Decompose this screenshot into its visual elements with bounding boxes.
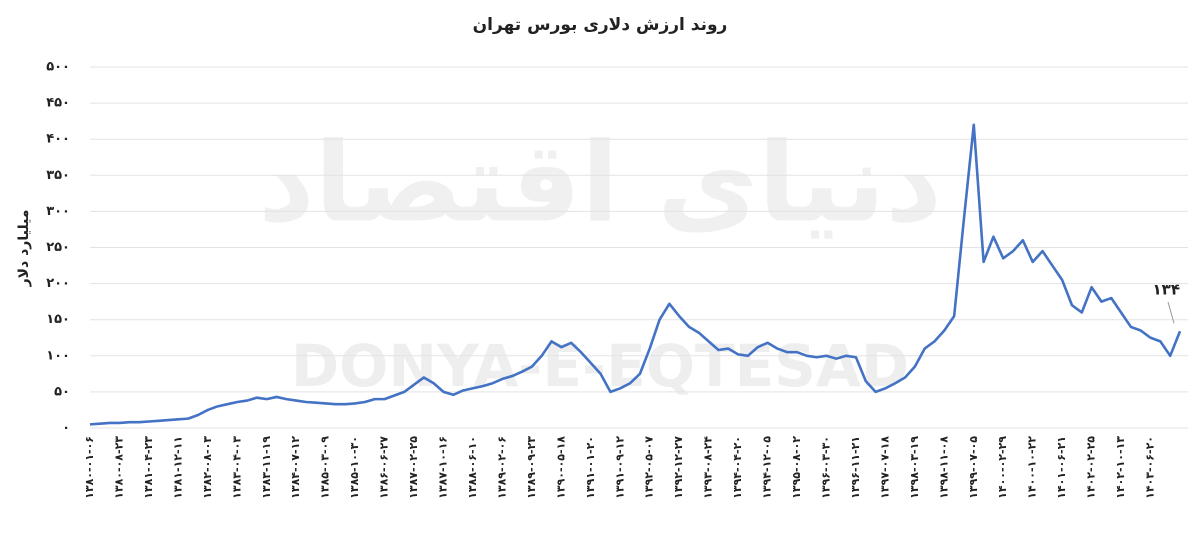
x-tick-label: ۱۳۸۶-۰۶-۲۷ bbox=[378, 436, 391, 499]
x-tick-label: ۱۳۸۰-۰۸-۲۳ bbox=[112, 436, 125, 499]
annotation: ۱۳۴ bbox=[1153, 281, 1180, 299]
x-tick-label: ۱۴۰۲-۱۰-۱۳ bbox=[1114, 436, 1127, 499]
y-tick-label: ۱۵۰ bbox=[46, 312, 70, 327]
x-tick-label: ۱۳۹۴-۱۲-۰۵ bbox=[761, 436, 774, 499]
x-tick-label: ۱۴۰۰-۰۲-۲۹ bbox=[996, 436, 1009, 499]
y-tick-label: ۴۰۰ bbox=[46, 132, 70, 147]
y-tick-label: ۱۰۰ bbox=[46, 348, 70, 363]
y-tick-label: ۳۰۰ bbox=[46, 204, 70, 219]
x-tick-label: ۱۴۰۲-۰۲-۲۵ bbox=[1085, 436, 1098, 499]
x-tick-label: ۱۳۹۵-۰۸-۰۲ bbox=[790, 436, 803, 499]
y-tick-label: ۵۰۰ bbox=[46, 60, 70, 75]
x-tick-label: ۱۴۰۱-۰۶-۲۱ bbox=[1055, 436, 1068, 499]
x-tick-label: ۱۳۸۱-۰۴-۲۳ bbox=[142, 436, 155, 499]
x-tick-label: ۱۳۸۸-۰۶-۱۰ bbox=[466, 436, 479, 499]
x-tick-label: ۱۴۰۳-۰۶-۲۰ bbox=[1144, 436, 1157, 499]
x-tick-label: ۱۳۹۹-۰۷-۰۵ bbox=[967, 436, 980, 499]
x-tick-label: ۱۳۹۸-۱۱-۰۸ bbox=[937, 436, 950, 499]
x-tick-label: ۱۳۹۰-۰۵-۱۸ bbox=[554, 436, 567, 499]
x-tick-label: ۱۳۸۰-۰۱-۰۶ bbox=[83, 436, 96, 499]
y-axis-label: میلیارد دلار bbox=[16, 210, 32, 288]
chart-title: روند ارزش دلاری بورس تهران bbox=[473, 15, 728, 35]
x-tick-label: ۱۳۹۲-۱۲-۲۷ bbox=[672, 436, 685, 499]
y-tick-label: ۲۵۰ bbox=[46, 240, 70, 255]
x-tick-label: ۱۳۸۲-۰۸-۰۳ bbox=[201, 436, 214, 499]
y-tick-label: ۵۰ bbox=[54, 384, 70, 399]
x-tick-label: ۱۳۸۵-۱۰-۳۰ bbox=[348, 436, 361, 499]
x-tick-label: ۱۳۹۴-۰۴-۲۰ bbox=[731, 436, 744, 499]
x-tick-label: ۱۳۹۶-۰۳-۳۰ bbox=[819, 436, 832, 499]
x-tick-label: ۱۳۸۷-۱۰-۱۶ bbox=[437, 436, 450, 499]
x-tick-label: ۱۳۸۹-۰۹-۲۳ bbox=[525, 436, 538, 499]
watermark: DONYA-E-EQTESAD bbox=[291, 332, 909, 400]
x-tick-label: ۱۳۹۳-۰۸-۲۴ bbox=[702, 436, 715, 499]
x-tick-label: ۱۳۸۷-۰۲-۲۵ bbox=[407, 436, 420, 499]
y-tick-label: ۲۰۰ bbox=[46, 276, 70, 291]
y-tick-label: ۳۵۰ bbox=[46, 168, 70, 183]
watermark-fa: دنیای اقتصاد bbox=[258, 118, 942, 246]
annotation-leader bbox=[1167, 301, 1175, 324]
y-tick-label: ۰ bbox=[62, 421, 70, 436]
x-tick-label: ۱۳۹۶-۱۱-۲۱ bbox=[849, 436, 862, 499]
x-tick-label: ۱۳۹۱-۰۱-۲۰ bbox=[584, 436, 597, 499]
x-tick-label: ۱۳۹۲-۰۵-۰۷ bbox=[643, 436, 656, 499]
x-tick-label: ۱۳۹۸-۰۳-۱۹ bbox=[908, 436, 921, 499]
x-tick-label: ۱۳۸۵-۰۳-۰۹ bbox=[319, 436, 332, 499]
series-line bbox=[89, 123, 1182, 426]
x-tick-label: ۱۴۰۰-۱۰-۲۲ bbox=[1026, 436, 1039, 499]
x-tick-label: ۱۳۸۱-۱۲-۱۱ bbox=[171, 436, 184, 499]
x-tick-label: ۱۳۸۳-۰۴-۰۳ bbox=[230, 436, 243, 499]
x-tick-label: ۱۳۸۴-۰۷-۱۲ bbox=[289, 436, 302, 499]
x-tick-label: ۱۳۸۳-۱۱-۱۹ bbox=[260, 436, 273, 499]
y-tick-label: ۴۵۰ bbox=[46, 96, 70, 111]
x-tick-label: ۱۳۸۹-۰۲-۰۶ bbox=[495, 436, 508, 499]
x-tick-label: ۱۳۹۱-۰۹-۱۲ bbox=[613, 436, 626, 499]
x-tick-label: ۱۳۹۷-۰۷-۱۸ bbox=[878, 436, 891, 499]
